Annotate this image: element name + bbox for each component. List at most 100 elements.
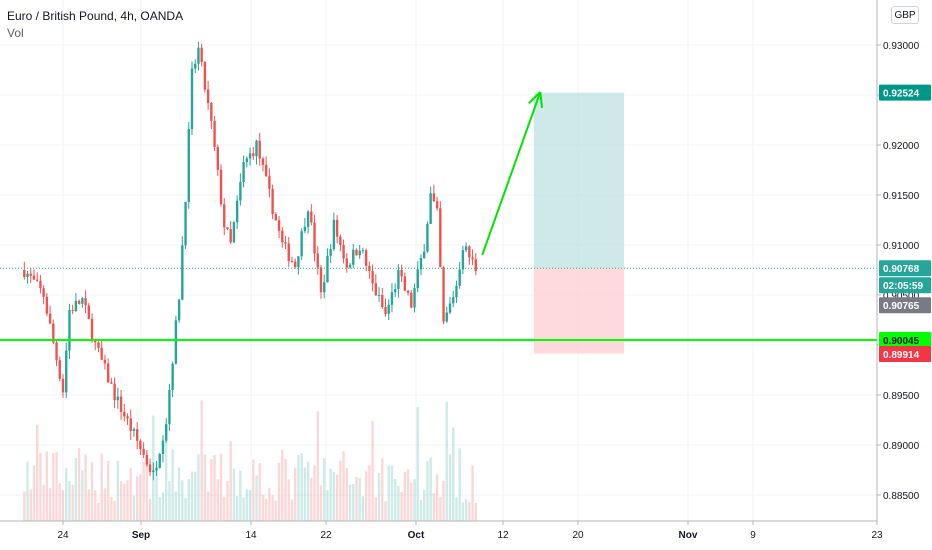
candle-body: [168, 389, 171, 425]
countdown-badge-bg: [879, 277, 931, 294]
entry-price-badge-bg: [879, 297, 931, 314]
candle-body: [155, 467, 158, 471]
volume-bar: [361, 496, 365, 521]
volume-bar: [94, 490, 97, 521]
candle: [97, 341, 100, 353]
candle: [364, 248, 368, 272]
candle-body: [148, 464, 152, 473]
volume-bar: [155, 463, 158, 521]
candle-body: [468, 246, 471, 258]
candle: [381, 288, 384, 309]
volume-bar: [29, 489, 32, 521]
candle-body: [187, 129, 190, 202]
candle-body: [461, 250, 465, 270]
candle-body: [135, 429, 139, 441]
plot-area: [23, 41, 477, 521]
candle-body: [161, 440, 165, 454]
volume-bar: [458, 448, 461, 521]
volume-bar: [316, 411, 319, 521]
candle: [303, 217, 307, 234]
candle: [413, 283, 416, 313]
volume-bar: [323, 458, 326, 521]
volume-bar: [23, 491, 26, 521]
candle-body: [277, 220, 281, 231]
candle-body: [258, 140, 261, 159]
candle-body: [90, 318, 94, 341]
volume-bar: [364, 471, 368, 521]
candle: [268, 168, 271, 198]
volume-bar: [268, 487, 271, 521]
candle-body: [29, 273, 32, 276]
volume-bar: [245, 489, 249, 521]
volume-bar: [281, 449, 284, 521]
volume-bar: [345, 468, 348, 521]
candle: [455, 280, 458, 304]
candle: [87, 302, 90, 319]
volume-bar: [384, 501, 387, 521]
countdown-badge-text: 02:05:59: [883, 281, 923, 292]
candle: [139, 439, 142, 456]
volume-bar: [177, 467, 181, 521]
candle-body: [55, 342, 58, 361]
volume-bar: [287, 479, 290, 521]
candle: [200, 43, 203, 67]
volume-bar: [294, 467, 297, 521]
candle-body: [332, 219, 336, 250]
candle: [300, 228, 303, 260]
time-tick-label: Nov: [679, 530, 698, 541]
volume-bar: [184, 497, 187, 521]
candle: [310, 204, 313, 226]
candle: [439, 201, 442, 268]
volume-bar: [36, 424, 39, 521]
candle: [442, 266, 445, 325]
candle-body: [474, 259, 477, 272]
candle: [345, 253, 348, 273]
candle-body: [400, 269, 403, 277]
candle-body: [84, 298, 87, 306]
volume-bar: [410, 482, 413, 521]
volume-bar: [171, 449, 174, 521]
candle: [474, 253, 477, 276]
volume-bar: [126, 479, 129, 521]
candle-body: [203, 61, 207, 90]
candle: [258, 132, 261, 166]
candle-body: [387, 304, 390, 314]
candle: [452, 290, 455, 308]
candle-body: [97, 342, 100, 348]
volume-bar: [252, 459, 255, 521]
volume-bar: [219, 453, 223, 521]
stop-price-badge-text: 0.89914: [883, 350, 920, 361]
candle-body: [290, 261, 294, 263]
candle: [213, 115, 216, 152]
candles: [23, 41, 477, 481]
candle-body: [181, 245, 184, 300]
volume-bar: [419, 500, 423, 521]
currency-button[interactable]: GBP: [891, 6, 919, 24]
arrow-head: [539, 91, 544, 109]
volume-bar: [61, 490, 65, 521]
target-zone: [533, 92, 625, 269]
candle: [316, 246, 319, 275]
candle: [110, 377, 113, 384]
price-tick-label: 0.91000: [883, 241, 920, 252]
candle: [219, 164, 223, 207]
candle: [142, 442, 145, 459]
candle-body: [229, 229, 232, 243]
candle-body: [313, 222, 316, 254]
volume-bars: [23, 400, 477, 521]
candle: [242, 155, 245, 188]
candle-body: [190, 68, 194, 130]
candle: [177, 298, 181, 323]
candle-body: [32, 275, 36, 280]
entry-price-badge: 0.90765: [879, 297, 931, 314]
volume-bar: [190, 471, 194, 521]
candle: [348, 262, 352, 269]
time-tick-label: 20: [572, 530, 584, 541]
candle: [458, 261, 461, 289]
candle-body: [139, 440, 142, 450]
candle: [100, 339, 103, 360]
candle-body: [435, 201, 439, 209]
candle: [377, 286, 381, 302]
time-tick-label: 14: [245, 530, 257, 541]
